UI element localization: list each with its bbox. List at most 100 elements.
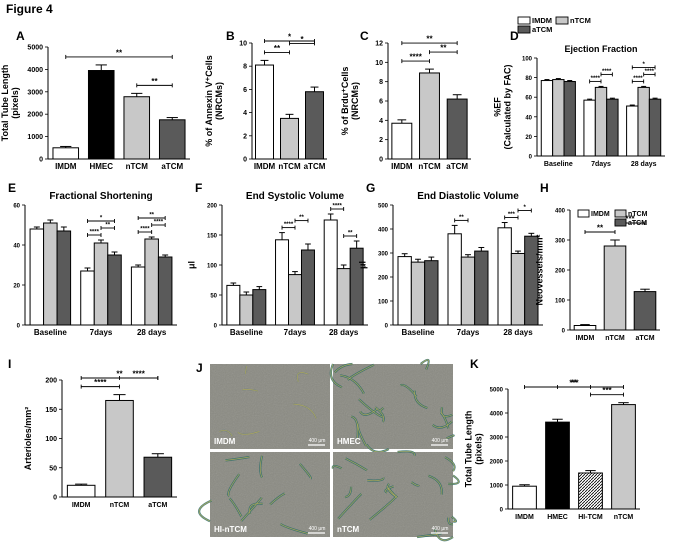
panel-letter-A: A bbox=[16, 29, 25, 43]
legend-label-aTCM: aTCM bbox=[628, 220, 647, 227]
y-tick-label-K: 4000 bbox=[490, 412, 504, 418]
chart-panel-F: F 0 50 100 150 200 μl End Systolic Volume Baseli… bbox=[186, 181, 368, 337]
category-label-A-HMEC: HMEC bbox=[89, 162, 113, 171]
y-tick-label-K: 1000 bbox=[490, 484, 504, 490]
y-axis-label-H: Neovessels/mm² bbox=[534, 234, 544, 305]
bar-F-aTCM-7days bbox=[300, 249, 315, 326]
bar-E-IMDM-7days bbox=[80, 270, 95, 326]
significance-label-G: *** bbox=[508, 212, 516, 218]
bar-G-IMDM-28 days bbox=[497, 227, 512, 326]
bar-E-nTCM-7days bbox=[93, 242, 109, 326]
group-label-F-28 days: 28 days bbox=[329, 328, 359, 337]
panel-letter-K: K bbox=[470, 357, 479, 371]
y-tick-label-K: 2000 bbox=[490, 460, 504, 466]
micrograph-label-IMDM: IMDM bbox=[214, 437, 236, 446]
significance-label-B: * bbox=[300, 35, 304, 44]
micrograph-nTCM: nTCM 400 μm bbox=[331, 450, 460, 542]
bar-D-IMDM-7days bbox=[583, 99, 596, 157]
bar-F-IMDM-Baseline bbox=[226, 284, 241, 326]
group-label-G-7days: 7days bbox=[457, 328, 480, 337]
legend-swatch-nTCM bbox=[614, 209, 627, 218]
y-tick-label-G: 500 bbox=[378, 204, 389, 210]
category-label-A-aTCM: aTCM bbox=[161, 162, 183, 171]
significance-label-E: **** bbox=[140, 227, 150, 233]
bar-G-IMDM-Baseline bbox=[397, 256, 412, 326]
vessel-network-highlight bbox=[330, 359, 454, 453]
y-tick-label-F: 50 bbox=[210, 294, 217, 300]
significance-label-E: ** bbox=[105, 223, 110, 229]
y-tick-label-K: 0 bbox=[500, 508, 504, 514]
bar-C-aTCM bbox=[446, 98, 468, 160]
micrograph-label-nTCM: nTCM bbox=[337, 525, 360, 534]
y-tick-label-F: 150 bbox=[207, 234, 218, 240]
y-axis-label-C: (NRCMs) bbox=[350, 82, 360, 120]
y-tick-label-I: 200 bbox=[45, 378, 57, 385]
bar-E-aTCM-7days bbox=[107, 254, 122, 326]
bar-G-nTCM-Baseline bbox=[410, 261, 426, 326]
y-tick-label-A: 5000 bbox=[27, 45, 43, 52]
micrograph-HMEC: HMEC 400 μm bbox=[329, 358, 455, 454]
y-tick-label-F: 0 bbox=[214, 324, 218, 330]
panel-letter-I: I bbox=[8, 357, 11, 371]
micrograph-IMDM: IMDM 400 μm bbox=[210, 364, 330, 449]
significance-label-D: **** bbox=[602, 69, 612, 75]
panel-J: J IMDM 400 μm HMEC 400 μm HI-nTCM 400 μm nTCM 40… bbox=[196, 358, 460, 542]
bar-F-nTCM-7days bbox=[288, 274, 302, 326]
bar-H-aTCM bbox=[633, 291, 657, 331]
significance-label-E: ** bbox=[149, 213, 154, 219]
y-tick-label-D: 80 bbox=[525, 76, 532, 82]
bar-E-aTCM-Baseline bbox=[56, 230, 72, 326]
bar-B-nTCM bbox=[280, 117, 299, 160]
category-label-I-aTCM: aTCM bbox=[148, 502, 167, 509]
y-axis-label-F: μl bbox=[186, 261, 196, 269]
group-label-D-28 days: 28 days bbox=[631, 161, 657, 168]
y-tick-label-G: 300 bbox=[378, 252, 389, 258]
group-label-D-Baseline: Baseline bbox=[544, 161, 573, 168]
significance-label-G: ** bbox=[459, 215, 464, 221]
bar-A-nTCM bbox=[123, 96, 151, 160]
y-axis-label-D: (Calculated by FAC) bbox=[502, 64, 512, 149]
scale-bar-label: 400 μm bbox=[432, 526, 449, 532]
bar-G-nTCM-28 days bbox=[510, 252, 526, 326]
y-tick-label-I: 150 bbox=[45, 407, 57, 414]
bar-D-IMDM-Baseline bbox=[540, 80, 554, 157]
y-tick-label-F: 200 bbox=[207, 204, 218, 210]
y-tick-label-H: 200 bbox=[555, 269, 566, 275]
y-tick-label-G: 100 bbox=[378, 300, 389, 306]
chart-panel-C: C 0 2 4 6 8 10 12 % of Brdu⁺Cells (NRCMs) IMDM nTCM… bbox=[340, 29, 471, 171]
y-tick-label-B: 2 bbox=[243, 133, 247, 140]
significance-label-H: *** bbox=[625, 215, 635, 224]
significance-label-I: **** bbox=[94, 378, 107, 387]
bar-K-IMDM bbox=[512, 485, 537, 510]
bar-F-IMDM-7days bbox=[275, 239, 290, 326]
significance-label-D: **** bbox=[645, 69, 655, 75]
panel-letter-E: E bbox=[8, 181, 16, 195]
category-label-H-nTCM: nTCM bbox=[605, 335, 625, 342]
significance-label-K: *** bbox=[569, 379, 579, 388]
bar-F-nTCM-28 days bbox=[336, 268, 351, 326]
legend-D: IMDM nTCM aTCM bbox=[517, 16, 591, 34]
panel-letter-C: C bbox=[360, 29, 369, 43]
chart-panel-A: A 0 1000 2000 3000 4000 5000 Total Tube Length(… bbox=[0, 29, 190, 171]
bar-G-IMDM-7days bbox=[447, 233, 462, 326]
chart-title-F: End Systolic Volume bbox=[246, 191, 345, 202]
bar-E-IMDM-28 days bbox=[130, 266, 146, 326]
y-tick-label-G: 0 bbox=[385, 324, 389, 330]
y-tick-label-C: 0 bbox=[379, 157, 383, 164]
y-axis-label-K: Total Tube Length bbox=[463, 411, 473, 488]
chart-panel-B: B 0 2 4 6 8 10 % of Annexin V⁺Cells (NRCMs) IMDM n… bbox=[204, 29, 327, 171]
panel-letter-H: H bbox=[540, 181, 549, 195]
group-label-G-28 days: 28 days bbox=[503, 328, 533, 337]
y-axis-label-A: (pixels) bbox=[10, 87, 20, 119]
legend-label-IMDM: IMDM bbox=[591, 211, 610, 218]
category-label-K-HMEC: HMEC bbox=[547, 514, 568, 521]
bar-D-IMDM-28 days bbox=[626, 105, 639, 157]
chart-title-G: End Diastolic Volume bbox=[417, 191, 519, 202]
significance-label-E: * bbox=[100, 216, 103, 222]
y-tick-label-C: 10 bbox=[375, 60, 383, 67]
significance-label-K: ** bbox=[571, 379, 578, 388]
y-tick-label-K: 3000 bbox=[490, 436, 504, 442]
bar-B-IMDM bbox=[255, 64, 274, 160]
